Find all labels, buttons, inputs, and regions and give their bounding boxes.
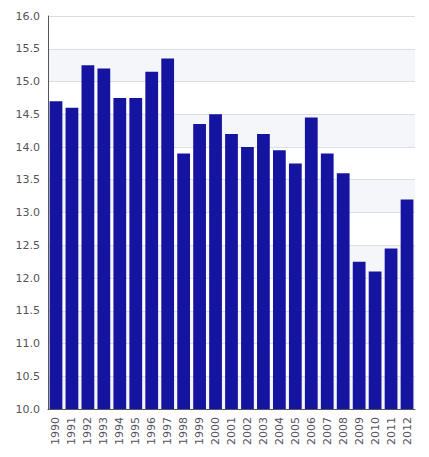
svg-text:2007: 2007 [321, 417, 334, 445]
svg-text:14.0: 14.0 [16, 141, 41, 154]
svg-text:10.0: 10.0 [16, 403, 41, 416]
svg-text:11.5: 11.5 [16, 304, 41, 317]
svg-text:13.0: 13.0 [16, 206, 41, 219]
svg-text:11.0: 11.0 [16, 337, 41, 350]
svg-text:10.5: 10.5 [16, 370, 41, 383]
svg-text:2012: 2012 [401, 417, 414, 445]
svg-text:2006: 2006 [305, 417, 318, 445]
svg-text:1995: 1995 [129, 417, 142, 445]
svg-text:2003: 2003 [257, 417, 270, 445]
svg-text:14.5: 14.5 [16, 108, 41, 121]
svg-text:1999: 1999 [193, 417, 206, 445]
svg-text:1990: 1990 [49, 417, 62, 445]
svg-text:16.0: 16.0 [16, 10, 41, 23]
svg-text:2005: 2005 [289, 417, 302, 445]
svg-text:2009: 2009 [353, 417, 366, 445]
svg-text:1991: 1991 [65, 417, 78, 445]
svg-text:1992: 1992 [81, 417, 94, 445]
svg-text:12.5: 12.5 [16, 239, 41, 252]
svg-text:2000: 2000 [209, 417, 222, 445]
svg-text:12.0: 12.0 [16, 272, 41, 285]
svg-text:1994: 1994 [113, 417, 126, 445]
svg-text:2011: 2011 [385, 417, 398, 445]
svg-text:15.0: 15.0 [16, 75, 41, 88]
svg-text:2004: 2004 [273, 417, 286, 445]
svg-text:1998: 1998 [177, 417, 190, 445]
svg-text:1997: 1997 [161, 417, 174, 445]
svg-text:2001: 2001 [225, 417, 238, 445]
svg-text:1993: 1993 [97, 417, 110, 445]
svg-text:1996: 1996 [145, 417, 158, 445]
svg-text:2008: 2008 [337, 417, 350, 445]
svg-text:15.5: 15.5 [16, 42, 41, 55]
svg-text:2010: 2010 [369, 417, 382, 445]
svg-text:13.5: 13.5 [16, 173, 41, 186]
svg-text:2002: 2002 [241, 417, 254, 445]
